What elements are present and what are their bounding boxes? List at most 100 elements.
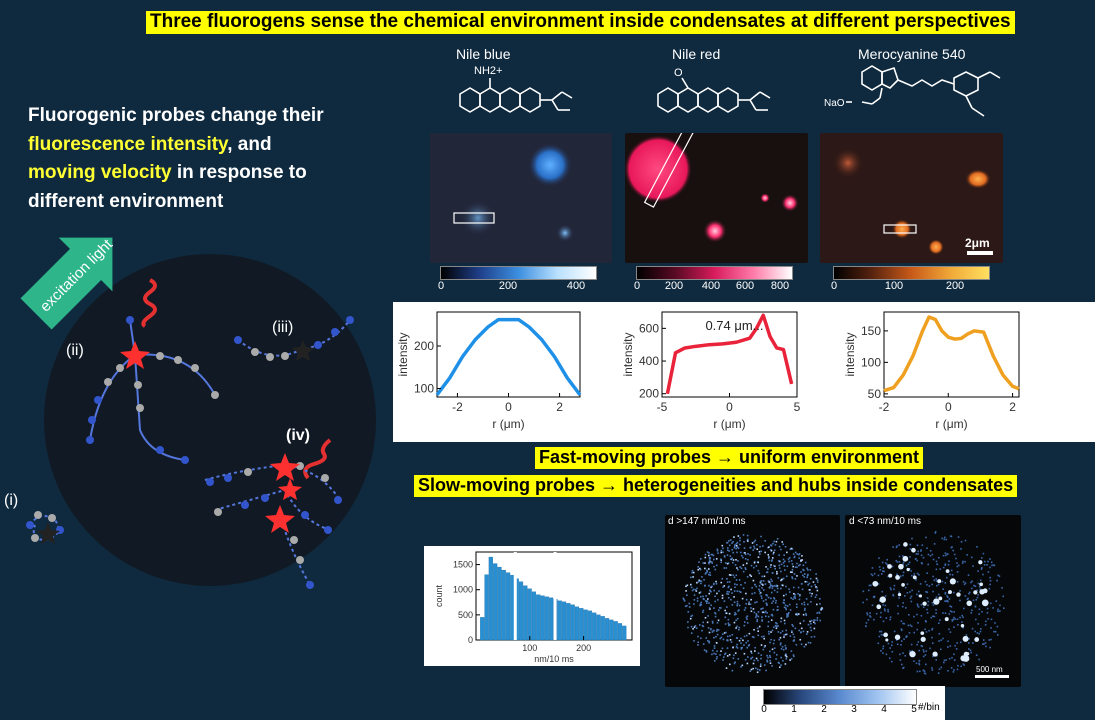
y-tick-label: 50 xyxy=(868,387,882,401)
map-dot xyxy=(755,565,758,567)
map-dot xyxy=(815,577,818,580)
map-dot xyxy=(916,572,919,575)
map-dot xyxy=(763,611,766,614)
map-dot xyxy=(977,623,980,625)
map-dot xyxy=(770,638,772,641)
map-dot xyxy=(726,639,729,642)
map-dot xyxy=(791,568,794,571)
map-hub xyxy=(887,564,892,569)
map-dot xyxy=(768,546,770,548)
map-dot xyxy=(923,650,925,653)
map-dot xyxy=(794,551,797,554)
map-dot xyxy=(716,549,719,552)
map-dot xyxy=(942,588,945,590)
map-dot xyxy=(802,568,804,571)
map-dot xyxy=(802,613,805,616)
map-dot xyxy=(951,619,953,621)
map-dot xyxy=(745,602,747,605)
map-dot xyxy=(806,633,808,635)
map-dot xyxy=(889,587,892,589)
map-dot xyxy=(761,587,763,589)
map-dot xyxy=(766,604,768,606)
map-dot xyxy=(735,619,737,622)
map-dot xyxy=(700,582,702,585)
map-dot xyxy=(886,563,888,566)
map-dot xyxy=(793,555,796,558)
map-dot xyxy=(960,548,962,550)
map-dot xyxy=(900,620,903,623)
map-dot xyxy=(727,562,730,564)
map-dot xyxy=(971,587,973,590)
emission-wave-2 xyxy=(303,438,332,480)
map-dot xyxy=(764,551,766,554)
map-dot xyxy=(998,575,1001,577)
map-dot xyxy=(986,612,989,614)
map-dot xyxy=(764,583,767,585)
map-dot xyxy=(742,587,745,590)
map-hub xyxy=(897,592,902,597)
map-dot xyxy=(934,531,937,533)
map-dot xyxy=(704,573,707,575)
map-dot xyxy=(796,575,798,577)
map-dot xyxy=(734,583,736,585)
map-dot xyxy=(697,580,700,583)
fluorescent-star-iv-2 xyxy=(278,478,302,500)
map-dot xyxy=(909,624,912,627)
dye-label-nile-blue: Nile blue xyxy=(456,46,511,62)
map-dot xyxy=(921,544,924,546)
map-dot xyxy=(926,583,928,586)
map-dot xyxy=(707,627,710,629)
map-dot xyxy=(773,651,776,654)
hist-bar xyxy=(600,616,605,641)
line-profile-box xyxy=(453,212,495,224)
map-dot xyxy=(728,574,731,576)
map-dot xyxy=(769,583,772,585)
map-dot xyxy=(778,638,781,641)
map-dot xyxy=(897,605,899,607)
map-dot xyxy=(792,625,794,628)
map-dot xyxy=(878,630,881,633)
map-dot xyxy=(722,547,724,550)
map-dot xyxy=(953,653,955,656)
cb-tick: 200 xyxy=(498,280,518,292)
map-dot xyxy=(953,611,955,613)
map-dot xyxy=(994,622,996,624)
map-dot xyxy=(736,546,739,549)
map-dot xyxy=(935,560,938,563)
map-hub xyxy=(888,573,893,578)
map-dot xyxy=(953,553,956,556)
intro-line3: in response to different environment xyxy=(28,162,307,212)
map-dot xyxy=(738,639,741,642)
hist-bar xyxy=(574,606,580,641)
map-dot xyxy=(949,610,952,612)
map-dot xyxy=(956,668,959,671)
map-dot xyxy=(980,557,983,559)
map-dot xyxy=(744,552,746,554)
map-dot xyxy=(927,563,929,566)
map-dot xyxy=(989,646,991,649)
map-dot xyxy=(766,612,768,614)
map-dot xyxy=(944,563,947,565)
map-dot xyxy=(974,585,977,588)
map-dot xyxy=(812,581,815,583)
map-dot xyxy=(732,646,734,649)
map-dot xyxy=(703,598,705,601)
map-dot xyxy=(940,666,943,669)
map-dot xyxy=(799,563,801,566)
map-dot xyxy=(778,564,781,567)
map-dot xyxy=(698,592,701,594)
dark-star-i xyxy=(36,522,60,544)
map-dot xyxy=(918,594,920,597)
map-dot xyxy=(770,631,772,633)
map-dot xyxy=(788,591,791,593)
hist-bar xyxy=(488,556,493,641)
map-dot xyxy=(957,536,960,538)
map-dot xyxy=(736,541,739,544)
map-dot xyxy=(789,571,792,573)
map-dot xyxy=(961,614,963,617)
map-dot xyxy=(925,536,927,539)
map-dot xyxy=(754,583,756,586)
map-hub xyxy=(909,650,916,658)
plot-frame xyxy=(883,311,1020,398)
map-dot xyxy=(875,612,878,615)
